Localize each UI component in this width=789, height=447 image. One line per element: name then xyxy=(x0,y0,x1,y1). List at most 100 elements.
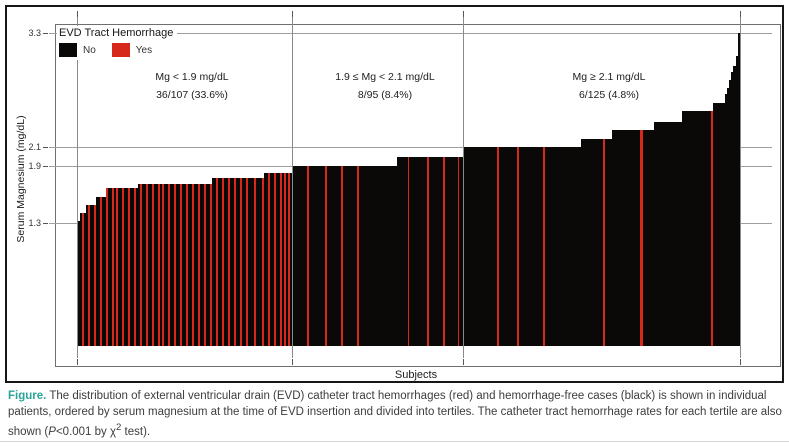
bar-no-hemorrhage xyxy=(609,139,612,346)
bar-no-hemorrhage xyxy=(585,139,587,346)
bar-no-hemorrhage xyxy=(406,157,408,346)
bar-no-hemorrhage xyxy=(202,184,204,346)
bar-no-hemorrhage xyxy=(298,166,300,346)
bar-no-hemorrhage xyxy=(503,147,506,346)
bar-no-hemorrhage xyxy=(264,173,266,346)
bar-hemorrhage xyxy=(517,147,519,346)
bar-no-hemorrhage xyxy=(621,130,623,346)
bar-no-hemorrhage xyxy=(323,166,325,346)
bar-no-hemorrhage xyxy=(377,166,379,346)
bar-no-hemorrhage xyxy=(313,166,314,346)
bar-no-hemorrhage xyxy=(188,184,190,346)
bar-hemorrhage xyxy=(711,111,713,346)
bar-no-hemorrhage xyxy=(483,147,486,346)
bar-no-hemorrhage xyxy=(508,147,510,346)
bar-hemorrhage xyxy=(284,173,286,346)
bar-no-hemorrhage xyxy=(521,147,523,346)
bar-no-hemorrhage xyxy=(461,157,463,346)
bar-no-hemorrhage xyxy=(506,147,508,346)
bar-no-hemorrhage xyxy=(118,188,120,346)
caption-p-rest: <0.001 by χ xyxy=(55,425,117,438)
bar-hemorrhage xyxy=(180,184,182,346)
bar-no-hemorrhage xyxy=(691,111,694,346)
x-tick xyxy=(77,359,78,365)
bar-no-hemorrhage xyxy=(84,213,86,346)
bar-no-hemorrhage xyxy=(98,197,100,346)
bar-no-hemorrhage xyxy=(384,166,386,346)
bar-no-hemorrhage xyxy=(397,157,399,346)
caption-label: Figure. xyxy=(8,390,47,402)
bar-no-hemorrhage xyxy=(528,147,530,346)
bar-no-hemorrhage xyxy=(649,130,652,346)
bar-no-hemorrhage xyxy=(596,139,598,346)
bar-hemorrhage xyxy=(280,173,282,346)
bar-no-hemorrhage xyxy=(138,184,140,346)
bar-no-hemorrhage xyxy=(386,166,388,346)
bar-no-hemorrhage xyxy=(144,184,146,346)
bar-no-hemorrhage xyxy=(696,111,698,346)
bar-hemorrhage xyxy=(192,184,194,346)
bar-no-hemorrhage xyxy=(214,178,216,346)
bar-hemorrhage xyxy=(640,130,643,346)
bar-hemorrhage xyxy=(307,166,309,346)
y-tick-label: 1.3 xyxy=(28,218,41,228)
bar-no-hemorrhage xyxy=(190,184,192,346)
bar-no-hemorrhage xyxy=(570,147,572,346)
bar-no-hemorrhage xyxy=(645,130,647,346)
bar-no-hemorrhage xyxy=(514,147,517,346)
bar-no-hemorrhage xyxy=(393,166,395,346)
bar-hemorrhage xyxy=(174,184,176,346)
bar-no-hemorrhage xyxy=(148,184,150,346)
caption-p: P xyxy=(48,425,56,438)
bar-no-hemorrhage xyxy=(579,147,581,346)
bar-no-hemorrhage xyxy=(731,72,733,346)
bar-no-hemorrhage xyxy=(665,122,667,346)
x-tick xyxy=(77,11,78,17)
bar-no-hemorrhage xyxy=(574,147,576,346)
bar-no-hemorrhage xyxy=(306,166,307,346)
bar-no-hemorrhage xyxy=(709,111,711,346)
bar-no-hemorrhage xyxy=(278,173,280,346)
bar-hemorrhage xyxy=(186,184,188,346)
bar-no-hemorrhage xyxy=(472,147,475,346)
y-tick xyxy=(43,166,48,167)
bar-no-hemorrhage xyxy=(449,157,450,346)
bar-no-hemorrhage xyxy=(534,147,536,346)
bar-no-hemorrhage xyxy=(607,139,609,346)
bar-no-hemorrhage xyxy=(399,157,400,346)
y-tick-label: 2.1 xyxy=(28,142,41,152)
bar-no-hemorrhage xyxy=(302,166,304,346)
bar-no-hemorrhage xyxy=(78,221,80,346)
bar-hemorrhage xyxy=(543,147,545,346)
bar-no-hemorrhage xyxy=(694,111,696,346)
x-tick xyxy=(292,11,293,17)
bar-no-hemorrhage xyxy=(612,130,614,346)
legend: EVD Tract Hemorrhage No Yes xyxy=(57,26,178,60)
y-axis-title: Serum Magnesium (mg/dL) xyxy=(15,115,27,243)
bar-no-hemorrhage xyxy=(716,103,718,346)
bar-hemorrhage xyxy=(168,184,170,346)
bar-no-hemorrhage xyxy=(184,184,186,346)
bar-hemorrhage xyxy=(274,173,276,346)
tertile-1-range: Mg < 1.9 mg/dL xyxy=(155,71,229,83)
bar-no-hemorrhage xyxy=(413,157,415,346)
bar-no-hemorrhage xyxy=(718,103,720,346)
bar-hemorrhage xyxy=(254,178,256,346)
bar-no-hemorrhage xyxy=(142,184,144,346)
bar-no-hemorrhage xyxy=(381,166,382,346)
bar-no-hemorrhage xyxy=(678,122,680,346)
bar-no-hemorrhage xyxy=(196,184,198,346)
bar-no-hemorrhage xyxy=(625,130,627,346)
bar-no-hemorrhage xyxy=(270,173,272,346)
bar-no-hemorrhage xyxy=(590,139,592,346)
bar-no-hemorrhage xyxy=(218,178,220,346)
bar-no-hemorrhage xyxy=(486,147,488,346)
bar-hemorrhage xyxy=(134,188,136,346)
bar-hemorrhage xyxy=(603,139,605,346)
bar-no-hemorrhage xyxy=(329,166,331,346)
bar-hemorrhage xyxy=(427,157,429,346)
tertile-2-annotation: 1.9 ≤ Mg < 2.1 mg/dL 8/95 (8.4%) xyxy=(300,68,470,104)
tertile-divider xyxy=(740,17,741,358)
bar-no-hemorrhage xyxy=(102,197,104,346)
